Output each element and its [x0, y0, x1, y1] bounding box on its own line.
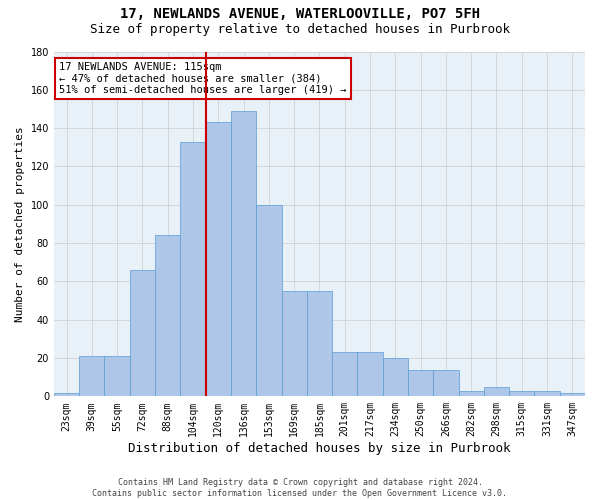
Text: 17, NEWLANDS AVENUE, WATERLOOVILLE, PO7 5FH: 17, NEWLANDS AVENUE, WATERLOOVILLE, PO7 …: [120, 8, 480, 22]
Bar: [104, 356, 130, 397]
Bar: [256, 205, 281, 396]
Bar: [458, 390, 484, 396]
Bar: [484, 387, 509, 396]
Bar: [79, 356, 104, 397]
Bar: [307, 291, 332, 397]
Bar: [383, 358, 408, 397]
Bar: [130, 270, 155, 396]
Bar: [509, 390, 535, 396]
Bar: [408, 370, 433, 396]
Bar: [535, 390, 560, 396]
Bar: [181, 142, 206, 396]
Bar: [433, 370, 458, 396]
X-axis label: Distribution of detached houses by size in Purbrook: Distribution of detached houses by size …: [128, 442, 511, 455]
Bar: [206, 122, 231, 396]
Text: 17 NEWLANDS AVENUE: 115sqm
← 47% of detached houses are smaller (384)
51% of sem: 17 NEWLANDS AVENUE: 115sqm ← 47% of deta…: [59, 62, 347, 95]
Text: Contains HM Land Registry data © Crown copyright and database right 2024.
Contai: Contains HM Land Registry data © Crown c…: [92, 478, 508, 498]
Bar: [332, 352, 358, 397]
Y-axis label: Number of detached properties: Number of detached properties: [15, 126, 25, 322]
Text: Size of property relative to detached houses in Purbrook: Size of property relative to detached ho…: [90, 22, 510, 36]
Bar: [358, 352, 383, 397]
Bar: [54, 392, 79, 396]
Bar: [281, 291, 307, 397]
Bar: [560, 392, 585, 396]
Bar: [155, 236, 181, 396]
Bar: [231, 111, 256, 397]
